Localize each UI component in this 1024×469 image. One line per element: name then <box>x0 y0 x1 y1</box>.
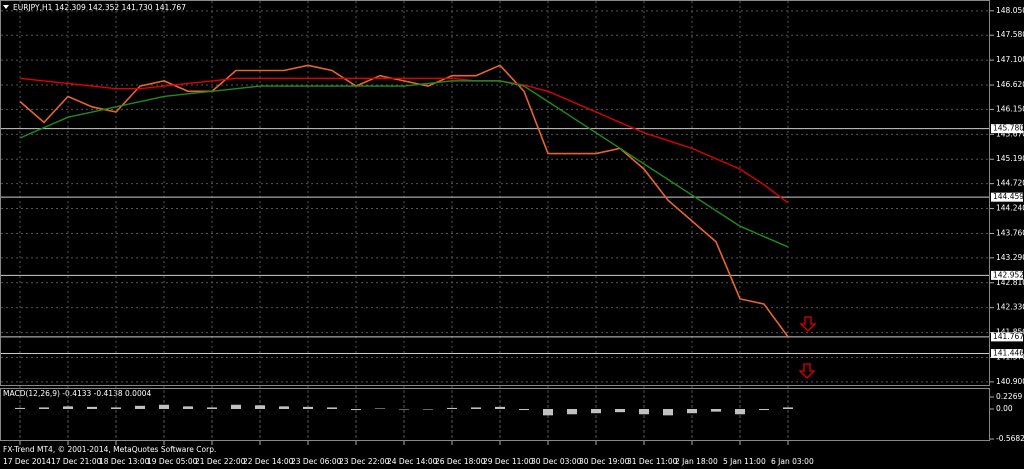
x-tick-label: 21 Dec 22:00 <box>195 457 246 466</box>
x-tick-label: 23 Dec 06:00 <box>291 457 342 466</box>
macd-bar <box>255 405 265 409</box>
macd-bar <box>519 408 529 411</box>
y-tick-label: 145.670 <box>996 129 1024 138</box>
level-label-box <box>991 349 1023 359</box>
y-tick-label: 143.290 <box>996 253 1024 262</box>
macd-bar <box>303 406 313 409</box>
y-tick-label: 146.150 <box>996 104 1024 113</box>
macd-bar <box>615 408 625 413</box>
level-label-box <box>991 124 1023 134</box>
x-tick-label: 31 Dec 11:00 <box>627 457 678 466</box>
macd-bar <box>759 408 769 411</box>
price-line <box>19 64 789 338</box>
macd-bar <box>543 408 553 416</box>
y-tick-label: 144.720 <box>996 179 1024 188</box>
macd-bar <box>735 408 745 415</box>
macd-bar <box>783 407 793 409</box>
x-tick-label: 23 Dec 22:00 <box>339 457 390 466</box>
macd-bar <box>423 408 433 410</box>
y-tick-label: 142.330 <box>996 303 1024 312</box>
macd-bar <box>135 405 145 409</box>
macd-bar <box>279 406 289 409</box>
macd-bar <box>159 404 169 409</box>
macd-bar <box>687 408 697 414</box>
macd-bar <box>399 408 409 410</box>
arrow <box>798 363 816 379</box>
level-label-box <box>991 332 1023 342</box>
macd-bar <box>111 407 121 409</box>
x-tick-label: 17 Dec 21:00 <box>51 457 102 466</box>
y-tick-label: 148.050 <box>996 6 1024 15</box>
y-tick-label: 0.00 <box>996 404 1013 413</box>
x-tick-label: 30 Dec 19:00 <box>579 457 630 466</box>
macd-bar <box>327 407 337 409</box>
macd-bar <box>63 406 73 409</box>
x-tick-label: 29 Dec 11:00 <box>483 457 534 466</box>
level-label: 145.780 <box>993 124 1024 133</box>
macd-bar <box>495 406 505 409</box>
y-tick-label: 145.190 <box>996 154 1024 163</box>
y-tick-label: 146.620 <box>996 80 1024 89</box>
level-label: 141.446 <box>993 349 1024 358</box>
macd-bar <box>711 408 721 412</box>
x-tick-label: 24 Dec 14:00 <box>387 457 438 466</box>
price-line <box>19 80 789 248</box>
y-tick-label: 0.2269 <box>996 392 1022 401</box>
x-tick-label: 19 Dec 05:00 <box>147 457 198 466</box>
macd-bar <box>207 407 217 409</box>
y-tick-label: 147.100 <box>996 55 1024 64</box>
level-label: 142.952 <box>993 270 1024 279</box>
y-tick-label: 143.760 <box>996 228 1024 237</box>
macd-bar <box>351 408 361 411</box>
sell-arrows <box>798 316 817 379</box>
x-tick-label: 18 Dec 13:00 <box>99 457 150 466</box>
macd-bar <box>87 406 97 409</box>
price-line <box>19 77 789 204</box>
x-tick-label: 22 Dec 14:00 <box>243 457 294 466</box>
macd-bar <box>231 404 241 409</box>
x-tick-label: 6 Jan 03:00 <box>771 457 814 466</box>
macd-bar <box>471 407 481 409</box>
y-tick-label: -0.5682 <box>996 434 1024 443</box>
y-tick-label: 142.810 <box>996 278 1024 287</box>
macd-bar <box>183 406 193 409</box>
x-tick-label: 17 Dec 2014 <box>3 457 51 466</box>
macd-bar <box>39 407 49 409</box>
copyright: FX-Trend MT4, © 2001-2014, MetaQuotes So… <box>3 445 216 454</box>
macd-bar <box>447 407 457 409</box>
x-tick-label: 2 Jan 18:00 <box>675 457 718 466</box>
level-label: 141.767 <box>993 332 1024 341</box>
macd-frame <box>0 388 990 441</box>
level-label-box <box>991 192 1023 202</box>
level-label-box <box>991 270 1023 280</box>
arrow <box>799 316 817 332</box>
y-tick-label: 140.900 <box>996 377 1024 386</box>
level-label: 144.459 <box>993 192 1024 201</box>
x-tick-label: 30 Dec 03:00 <box>531 457 582 466</box>
x-tick-label: 26 Dec 18:00 <box>435 457 486 466</box>
y-tick-label: 147.580 <box>996 30 1024 39</box>
macd-bar <box>663 408 673 416</box>
chart-title: EURJPY,H1 142.309 142.352 141.730 141.76… <box>13 3 186 12</box>
y-tick-label: 144.240 <box>996 204 1024 213</box>
x-tick-label: 5 Jan 11:00 <box>723 457 766 466</box>
macd-bar <box>591 408 601 414</box>
macd-bar <box>375 408 385 409</box>
y-tick-label: 141.850 <box>996 328 1024 337</box>
macd-bar <box>567 408 577 415</box>
menu-icon <box>3 5 9 9</box>
main-frame <box>0 0 990 386</box>
macd-title: MACD(12,26,9) -0.4133 -0.4138 0.0004 <box>3 389 151 398</box>
macd-bar <box>15 407 25 409</box>
macd-bar <box>639 408 649 415</box>
